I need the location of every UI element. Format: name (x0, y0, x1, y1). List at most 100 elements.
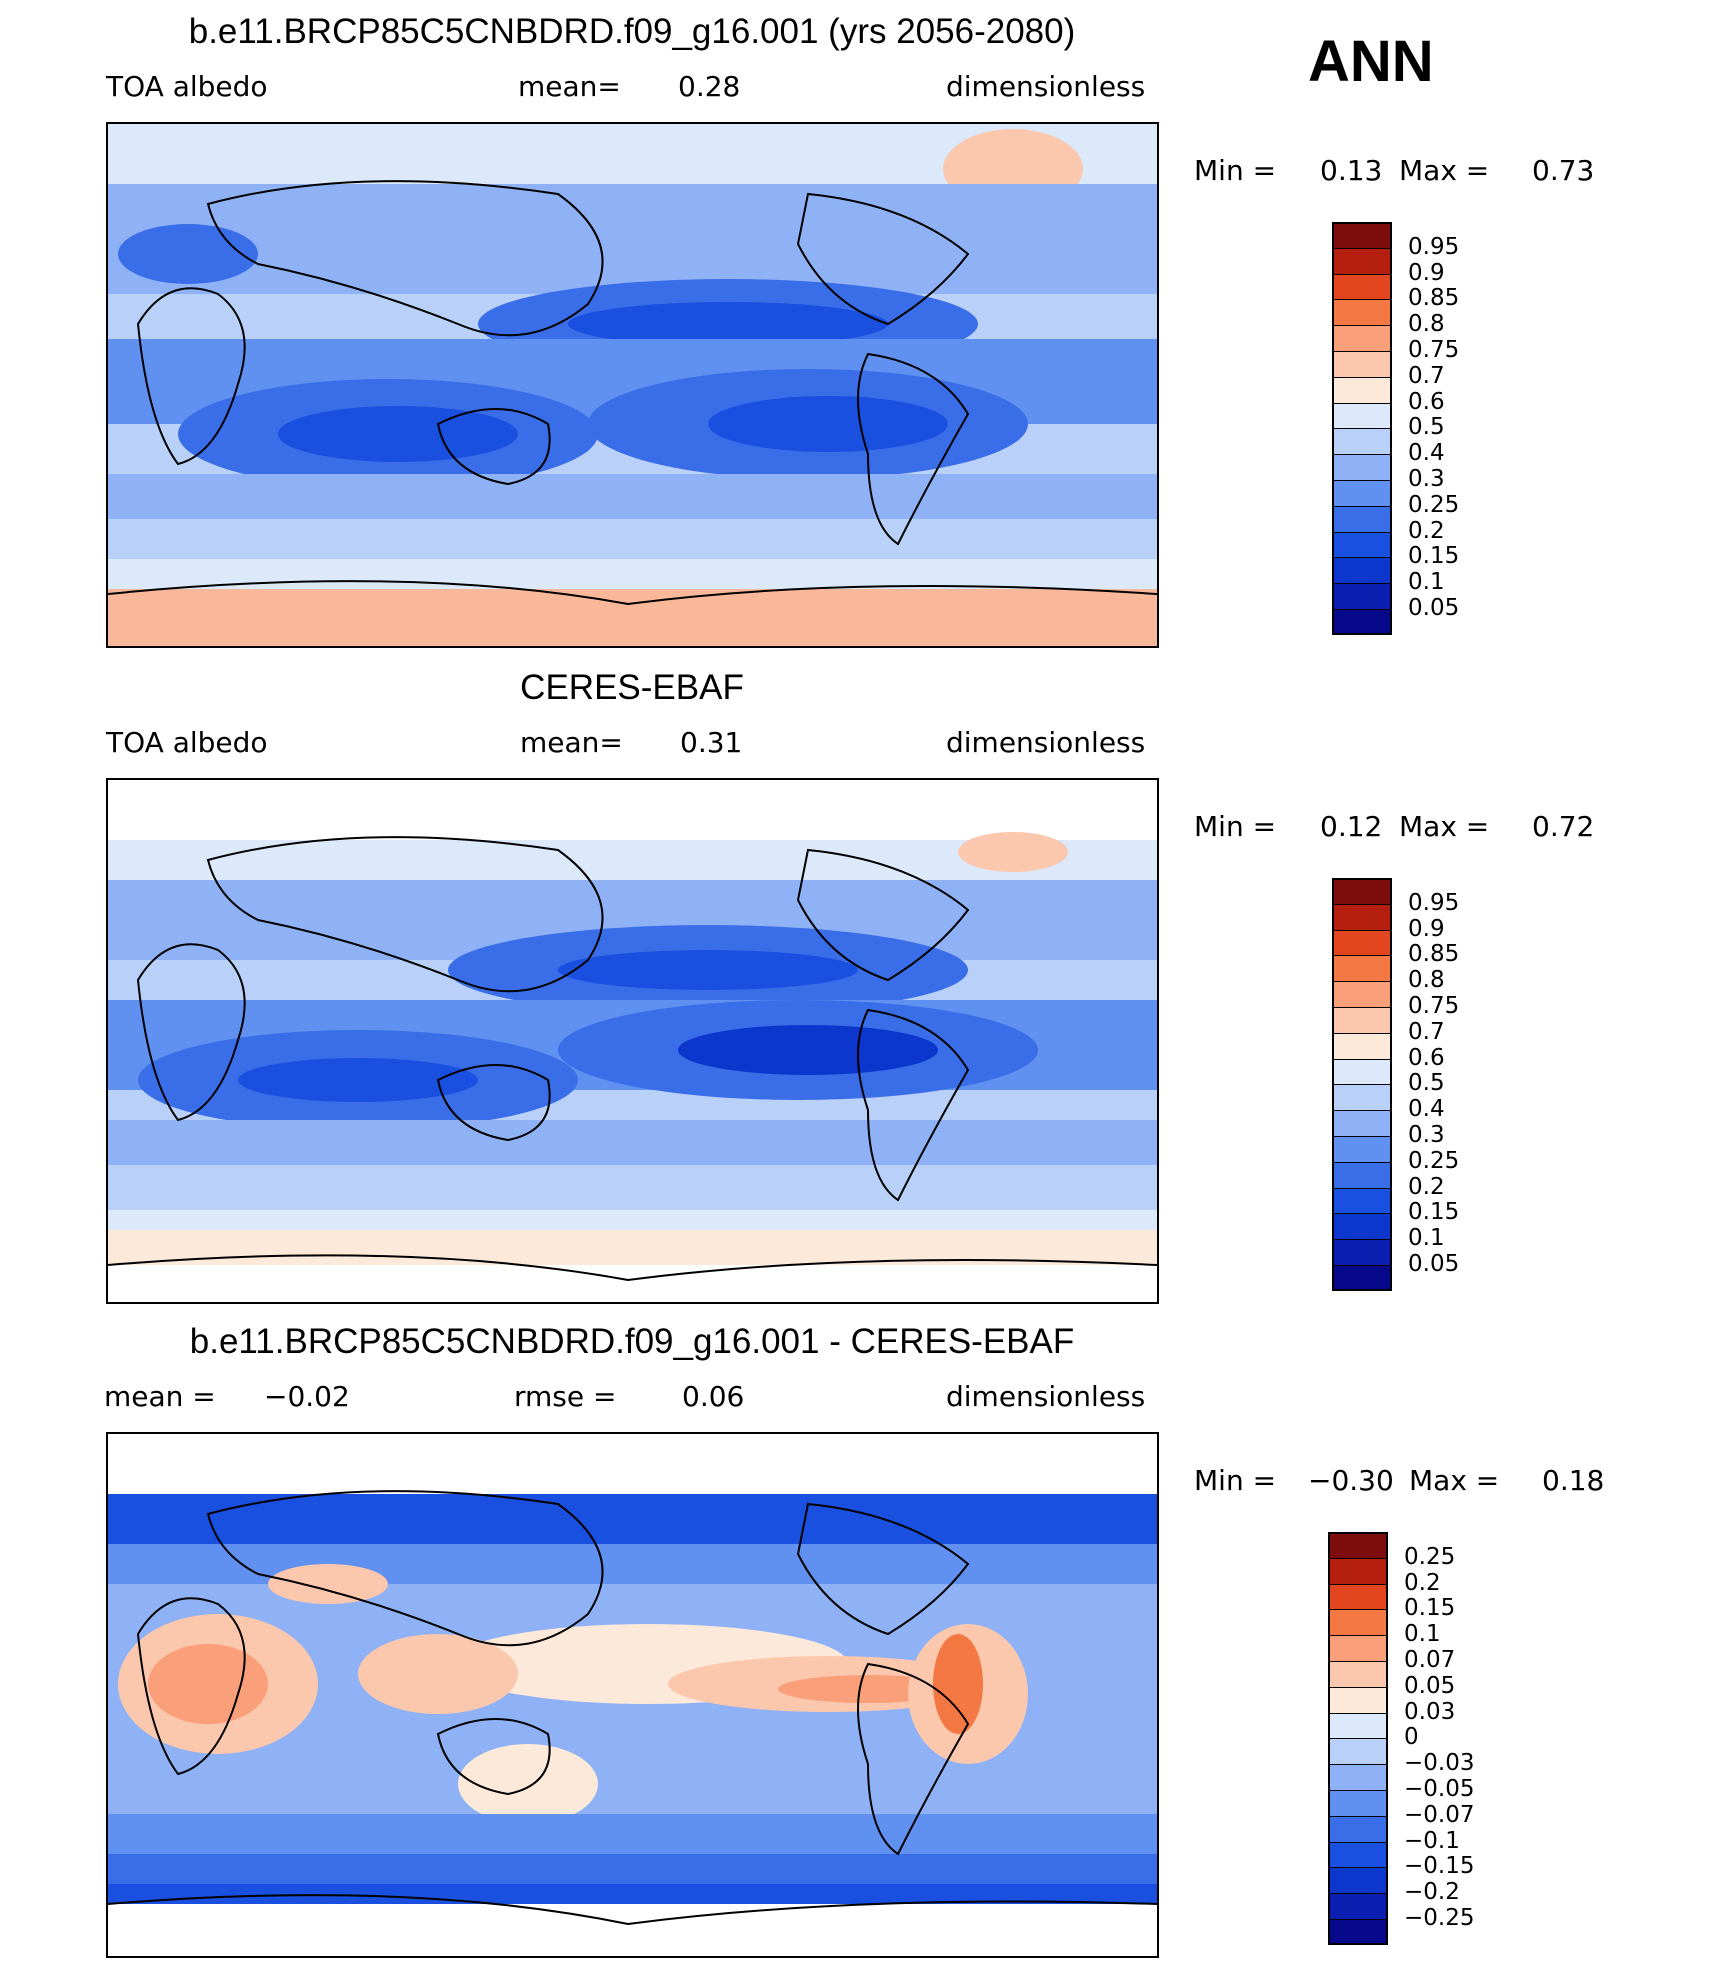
panel-1-max-label: Max = (1399, 154, 1490, 187)
colorbar-box (1328, 1815, 1388, 1842)
colorbar-box (1332, 1213, 1392, 1240)
colorbar-tick-label: 0.3 (1408, 1122, 1445, 1148)
colorbar-tick-label: 0.05 (1408, 1251, 1460, 1277)
colorbar-box (1332, 273, 1392, 300)
season-label: ANN (1308, 29, 1434, 94)
panel-1-max-value: 0.73 (1532, 154, 1595, 187)
colorbar-tick-label: −0.25 (1404, 1905, 1475, 1931)
colorbar-box (1332, 1161, 1392, 1188)
colorbar-tick-label: 0.7 (1408, 362, 1445, 389)
colorbar-box (1332, 480, 1392, 506)
colorbar-tick-label: −0.05 (1404, 1776, 1475, 1802)
colorbar-tick-label: −0.15 (1404, 1853, 1475, 1880)
panel-3-rmse-value: 0.06 (682, 1380, 745, 1413)
colorbar-box (1332, 1084, 1392, 1111)
colorbar-box (1328, 1712, 1388, 1739)
colorbar-box (1332, 247, 1392, 274)
colorbar-box (1328, 1635, 1388, 1661)
colorbar-tick-label: 0.1 (1404, 1621, 1441, 1648)
panel-2-min-value: 0.12 (1320, 810, 1383, 843)
colorbar-box (1328, 1738, 1388, 1765)
colorbar-tick-label: 0 (1404, 1724, 1419, 1751)
colorbar-tick-label: 0.15 (1408, 543, 1460, 570)
panel-1-mean-label: mean= (518, 70, 621, 103)
colorbar-box (1332, 454, 1392, 480)
panel-2-max-label: Max = (1399, 810, 1490, 843)
colorbar-tick-label: 0.4 (1408, 440, 1445, 467)
colorbar-tick-label: 0.6 (1408, 388, 1445, 415)
colorbar-box (1332, 557, 1392, 584)
colorbar-tick-label: 0.15 (1408, 1199, 1460, 1226)
colorbar-tick-label: 0.9 (1408, 915, 1445, 942)
colorbar-box (1328, 1867, 1388, 1894)
colorbar-tick-label: 0.05 (1408, 595, 1460, 621)
panel-1-variable-label: TOA albedo (106, 70, 268, 103)
panel-3-mean-value: −0.02 (264, 1380, 350, 1413)
colorbar-tick-label: 0.95 (1408, 233, 1460, 260)
panel-1-min-label: Min = (1194, 154, 1277, 187)
panel-2-units-label: dimensionless (946, 726, 1146, 759)
panel-3-max-label: Max = (1409, 1464, 1500, 1497)
colorbar-box (1332, 1007, 1392, 1033)
colorbar-box (1332, 1110, 1392, 1136)
colorbar-tick-label: −0.03 (1404, 1750, 1475, 1777)
colorbar-box (1328, 1841, 1388, 1868)
colorbar-box (1328, 1790, 1388, 1816)
colorbar-box (1332, 583, 1392, 609)
colorbar-tick-label: 0.85 (1408, 285, 1460, 312)
panel-3-min-label: Min = (1194, 1464, 1277, 1497)
colorbar-tick-label: 0.95 (1408, 889, 1460, 916)
colorbar-tick-label: −0.1 (1404, 1827, 1460, 1854)
panel-2-title: CERES-EBAF (520, 668, 744, 707)
colorbar-box (1328, 1609, 1388, 1636)
colorbar-box (1332, 428, 1392, 455)
colorbar-tick-label: 0.8 (1408, 967, 1445, 994)
colorbar-tick-label: 0.85 (1408, 941, 1460, 968)
panel-3-map (106, 1432, 1159, 1958)
colorbar-tick-label: 0.03 (1404, 1698, 1456, 1725)
colorbar-tick-label: 0.1 (1408, 1225, 1445, 1252)
colorbar-tick-label: 0.15 (1404, 1595, 1456, 1622)
panel-3-max-value: 0.18 (1542, 1464, 1605, 1497)
panel-1-map (106, 122, 1159, 648)
colorbar-tick-label: 0.2 (1404, 1569, 1441, 1596)
colorbar-box (1332, 1058, 1392, 1085)
colorbar-box (1328, 1557, 1388, 1584)
colorbar-tick-label: 0.2 (1408, 517, 1445, 544)
colorbar-tick-label: 0.3 (1408, 466, 1445, 492)
colorbar-tick-label: 0.6 (1408, 1044, 1445, 1071)
colorbar-box (1332, 903, 1392, 930)
panel-2-max-value: 0.72 (1532, 810, 1595, 843)
colorbar-tick-label: 0.2 (1408, 1173, 1445, 1200)
colorbar-tick-label: 0.75 (1408, 993, 1460, 1019)
colorbar-box (1332, 878, 1392, 904)
colorbar-tick-label: 0.9 (1408, 259, 1445, 286)
panel-1-map-svg (108, 124, 1157, 646)
colorbar-tick-label: 0.25 (1408, 1147, 1460, 1174)
colorbar-box (1328, 1919, 1388, 1945)
colorbar-box (1332, 955, 1392, 982)
colorbar-tick-label: 0.5 (1408, 414, 1445, 441)
panel-2-mean-label: mean= (520, 726, 623, 759)
colorbar-box (1332, 299, 1392, 326)
colorbar-tick-label: 0.8 (1408, 311, 1445, 338)
colorbar-box (1328, 1532, 1388, 1558)
colorbar-box (1332, 609, 1392, 635)
colorbar-box (1332, 1032, 1392, 1059)
colorbar-box (1332, 222, 1392, 248)
colorbar-box (1328, 1583, 1388, 1610)
colorbar-box (1332, 929, 1392, 956)
colorbar-box (1332, 325, 1392, 351)
colorbar-box (1332, 376, 1392, 403)
colorbar-tick-label: 0.4 (1408, 1096, 1445, 1123)
colorbar-tick-label: 0.25 (1404, 1543, 1456, 1570)
colorbar-tick-label: 0.7 (1408, 1018, 1445, 1045)
colorbar-box (1332, 1239, 1392, 1265)
panel-1-min-value: 0.13 (1320, 154, 1383, 187)
panel-3-mean-label: mean = (104, 1380, 216, 1413)
panel-3-units-label: dimensionless (946, 1380, 1146, 1413)
colorbar-tick-label: 0.25 (1408, 491, 1460, 518)
panel-3-title: b.e11.BRCP85C5CNBDRD.f09_g16.001 - CERES… (189, 1322, 1075, 1361)
panel-2-variable-label: TOA albedo (106, 726, 268, 759)
panel-3-map-svg (108, 1434, 1157, 1956)
